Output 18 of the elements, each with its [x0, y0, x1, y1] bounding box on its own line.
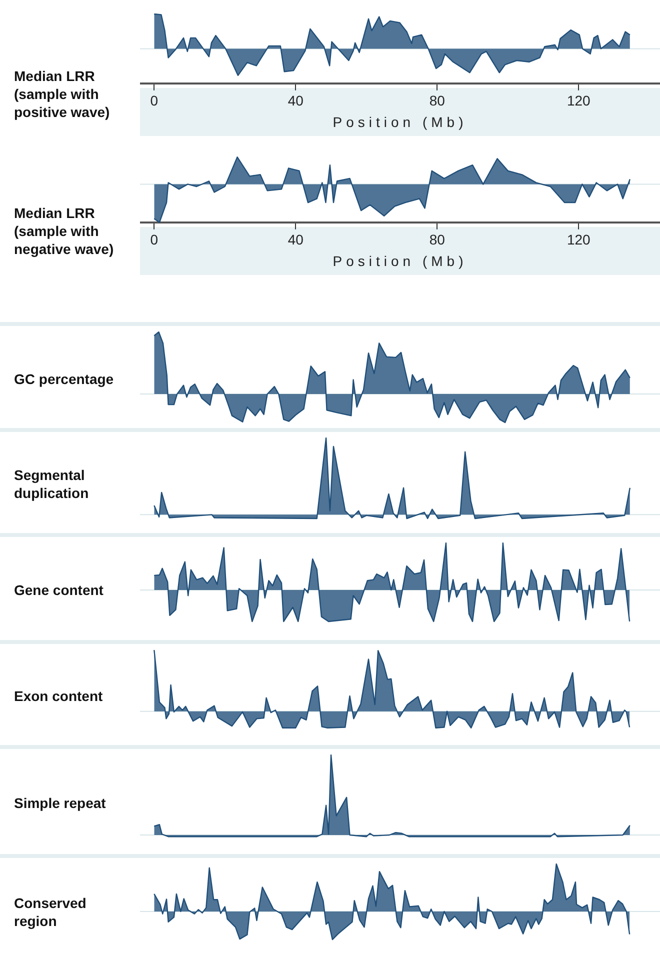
x-tick-label: 0 — [150, 232, 158, 248]
x-tick-label: 120 — [566, 92, 591, 109]
y-axis-title: Median LRR (sample with negative wave) — [14, 204, 115, 260]
y-axis-title: Segmental duplication — [14, 466, 90, 503]
x-tick-label: 40 — [288, 232, 304, 248]
y-axis-title: Median LRR (sample with positive wave) — [14, 67, 111, 122]
x-axis-title: Position (Mb) — [332, 253, 468, 269]
x-tick-label: 80 — [429, 232, 446, 248]
x-tick-label: 0 — [150, 92, 158, 109]
x-axis-title: Position (Mb) — [332, 114, 468, 130]
y-axis-title: GC percentage — [14, 370, 115, 389]
y-axis-title: Exon content — [14, 687, 104, 706]
x-tick-label: 120 — [566, 232, 591, 248]
x-tick-label: 40 — [288, 92, 304, 109]
x-tick-label: 80 — [429, 92, 446, 109]
y-axis-title: Gene content — [14, 581, 104, 600]
y-axis-title: Conserved region — [14, 894, 88, 931]
y-axis-title: Simple repeat — [14, 794, 107, 813]
